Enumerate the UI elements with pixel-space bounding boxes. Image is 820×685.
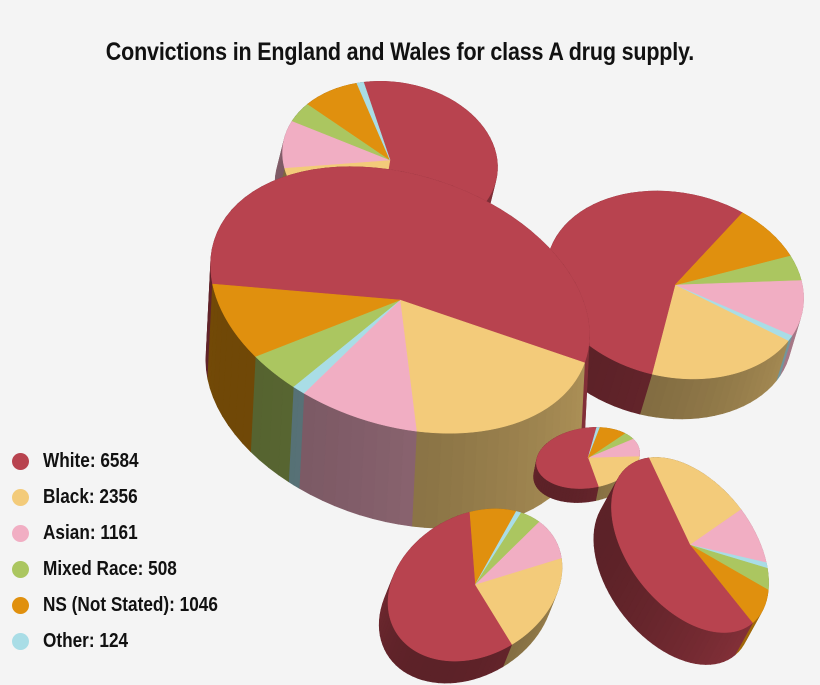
pie-slice-ns-not-stated- (689, 544, 769, 624)
legend-item: White: 6584 (12, 443, 246, 479)
pie-slice-mixed-race (474, 512, 540, 586)
legend-label: NS (Not Stated): 1046 (43, 593, 218, 616)
pie-slice-ns-not-stated- (212, 283, 401, 357)
legend-item: Other: 124 (12, 623, 246, 659)
legend-swatch (12, 560, 29, 578)
pie-slice-mixed-race (587, 433, 634, 459)
pie-slice-asian (474, 521, 562, 586)
chart-title: Convictions in England and Wales for cla… (105, 38, 695, 66)
pie-slice-mixed-race (291, 103, 391, 161)
pie-instance (593, 457, 769, 665)
legend-item: Mixed Race: 508 (12, 551, 246, 587)
pie-slice-black (648, 457, 742, 546)
legend-swatch (12, 524, 29, 542)
pie-slice-ns-not-stated- (674, 212, 791, 286)
pie-slice-asian (282, 120, 391, 169)
pie-slice-asian (674, 280, 804, 337)
pie-slice-ns-not-stated- (307, 82, 391, 161)
pie-slice-black (399, 299, 585, 434)
pie-slice-asian (303, 299, 417, 432)
legend-swatch (12, 488, 29, 506)
pie-slice-ns-not-stated- (587, 427, 626, 459)
pie-instance (205, 166, 590, 529)
pie-slice-mixed-race (254, 299, 401, 388)
legend: White: 6584 Black: 2356 Asian: 1161 Mixed R… (12, 443, 246, 659)
pie-slice-black (474, 558, 563, 645)
pie-slice-asian (587, 438, 640, 459)
legend-swatch (12, 596, 29, 614)
pie-slice-white (611, 457, 753, 633)
legend-swatch (12, 452, 29, 470)
legend-swatch (12, 632, 29, 650)
legend-label: Asian: 1161 (43, 521, 138, 544)
pie-slice-white (536, 427, 599, 489)
legend-item: Black: 2356 (12, 479, 246, 515)
pie-slice-ns-not-stated- (469, 508, 517, 586)
legend-label: Other: 124 (43, 629, 129, 652)
legend-label: Black: 2356 (43, 485, 138, 508)
pie-slice-other (356, 82, 391, 161)
pie-slice-white (210, 166, 590, 364)
pie-instance (378, 508, 563, 684)
legend-item: Asian: 1161 (12, 515, 246, 551)
legend-label: Mixed Race: 508 (43, 557, 177, 580)
legend-label: White: 6584 (43, 449, 139, 472)
legend-item: NS (Not Stated): 1046 (12, 587, 246, 623)
pie-slice-white (387, 511, 513, 662)
pie-slice-black (651, 284, 789, 380)
pie-slice-mixed-race (674, 255, 802, 286)
